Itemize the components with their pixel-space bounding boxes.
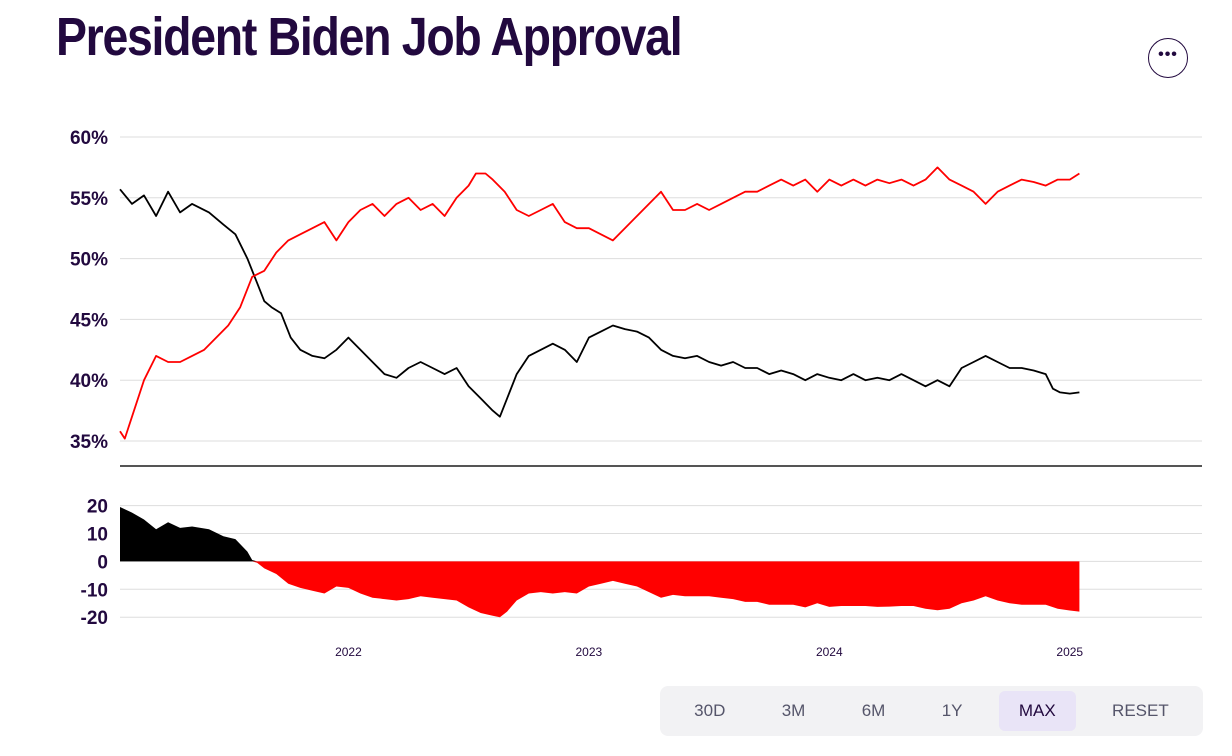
main-y-tick-label: 45% <box>70 310 108 331</box>
spread-y-axis: 20 10 0 -10 -20 <box>81 497 108 630</box>
range-3m-button[interactable]: 3M <box>781 701 806 720</box>
main-chart-series <box>119 166 1080 440</box>
disapprove-line <box>119 166 1080 440</box>
more-options-button[interactable]: ••• <box>1148 38 1188 78</box>
main-chart-grid <box>120 136 1202 442</box>
spread-y-tick-label: 10 <box>87 524 108 545</box>
page-title: President Biden Job Approval <box>56 7 683 67</box>
x-axis: 2022 2023 2024 2025 <box>335 645 1083 659</box>
approve-line <box>119 188 1080 418</box>
x-tick-label: 2025 <box>1056 645 1083 659</box>
main-y-tick-label: 35% <box>70 432 108 453</box>
main-y-axis: 60% 55% 50% 45% 40% 35% <box>70 128 108 453</box>
time-range-selector: 30D 3M 6M 1Y MAX RESET <box>660 686 1203 736</box>
range-30d-button[interactable]: 30D <box>694 701 726 720</box>
main-y-tick-label: 60% <box>70 128 108 149</box>
x-tick-label: 2022 <box>335 645 362 659</box>
range-6m-button[interactable]: 6M <box>861 701 886 720</box>
spread-y-tick-label: 0 <box>97 552 108 573</box>
spread-chart-area <box>120 507 1080 618</box>
spread-y-tick-label: -20 <box>81 608 108 629</box>
range-1y-button[interactable]: 1Y <box>941 701 963 720</box>
reset-button[interactable]: RESET <box>1112 701 1169 720</box>
main-y-tick-label: 55% <box>70 189 108 210</box>
x-tick-label: 2023 <box>576 645 603 659</box>
main-y-tick-label: 50% <box>70 250 108 271</box>
range-max-button[interactable]: MAX <box>998 691 1076 731</box>
spread-y-tick-label: -10 <box>81 580 108 601</box>
spread-negative-area <box>120 561 1080 618</box>
spread-y-tick-label: 20 <box>87 497 108 518</box>
more-horizontal-icon: ••• <box>1158 46 1178 63</box>
x-tick-label: 2024 <box>816 645 843 659</box>
main-y-tick-label: 40% <box>70 371 108 392</box>
spread-positive-area <box>120 507 1080 562</box>
